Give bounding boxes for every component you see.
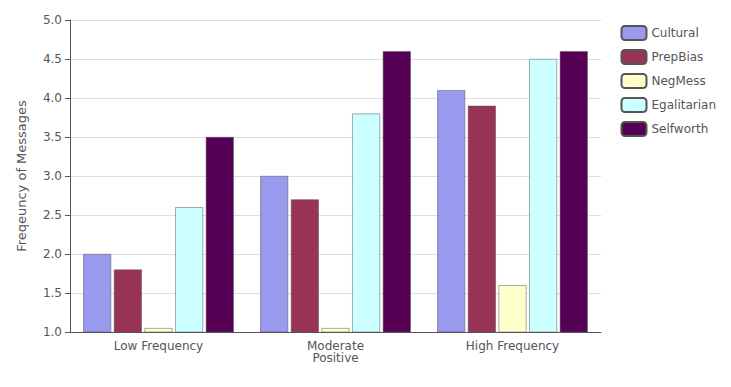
svg-text:4.0: 4.0	[43, 91, 62, 105]
svg-text:3.5: 3.5	[43, 130, 62, 144]
svg-text:4.5: 4.5	[43, 52, 62, 66]
svg-text:2.0: 2.0	[43, 247, 62, 261]
svg-text:Egalitarian: Egalitarian	[651, 98, 716, 112]
svg-text:Positive: Positive	[312, 351, 358, 365]
svg-text:2.5: 2.5	[43, 208, 62, 222]
svg-text:3.0: 3.0	[43, 169, 62, 183]
svg-text:1.5: 1.5	[43, 286, 62, 300]
svg-text:Moderate: Moderate	[307, 339, 364, 353]
svg-text:1.0: 1.0	[43, 325, 62, 339]
svg-text:Freqeuncy of Messages: Freqeuncy of Messages	[14, 100, 29, 252]
svg-text:High Frequency: High Frequency	[466, 339, 559, 353]
svg-text:NegMess: NegMess	[651, 74, 705, 88]
svg-text:Selfworth: Selfworth	[651, 122, 708, 136]
svg-text:PrepBias: PrepBias	[651, 50, 703, 64]
svg-text:Low Frequency: Low Frequency	[114, 339, 203, 353]
svg-text:5.0: 5.0	[43, 13, 62, 27]
svg-text:Cultural: Cultural	[651, 26, 698, 40]
